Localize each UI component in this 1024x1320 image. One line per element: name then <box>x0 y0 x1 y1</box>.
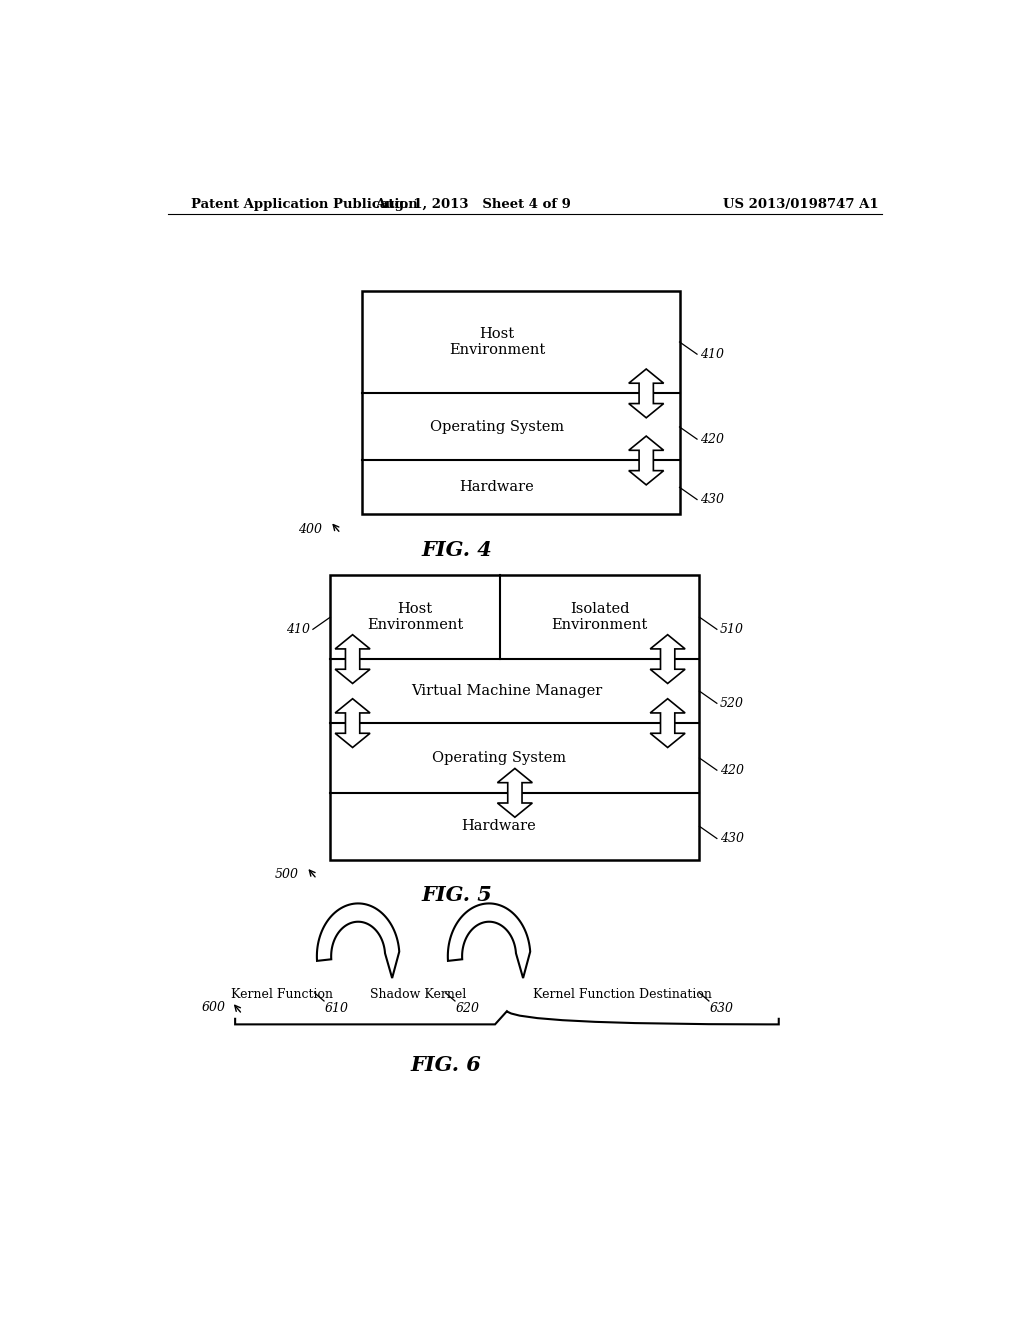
Text: 420: 420 <box>700 433 724 446</box>
Bar <box>331 576 699 859</box>
Polygon shape <box>335 698 370 747</box>
Text: Hardware: Hardware <box>462 820 537 833</box>
Text: Virtual Machine Manager: Virtual Machine Manager <box>412 684 602 698</box>
Polygon shape <box>629 370 664 418</box>
Text: 400: 400 <box>298 523 323 536</box>
Text: Isolated
Environment: Isolated Environment <box>552 602 648 632</box>
Text: FIG. 4: FIG. 4 <box>422 540 493 560</box>
Text: Shadow Kernel: Shadow Kernel <box>370 987 466 1001</box>
Text: Operating System: Operating System <box>430 420 564 434</box>
Text: Patent Application Publication: Patent Application Publication <box>191 198 418 211</box>
Text: 430: 430 <box>700 492 724 506</box>
Text: Aug. 1, 2013   Sheet 4 of 9: Aug. 1, 2013 Sheet 4 of 9 <box>375 198 571 211</box>
Text: 500: 500 <box>274 869 299 882</box>
Polygon shape <box>650 635 685 684</box>
Text: Hardware: Hardware <box>460 480 535 494</box>
Text: FIG. 5: FIG. 5 <box>422 886 493 906</box>
Text: 520: 520 <box>720 697 744 710</box>
Text: 610: 610 <box>325 1002 349 1015</box>
Text: Kernel Function Destination: Kernel Function Destination <box>532 987 712 1001</box>
Text: Operating System: Operating System <box>432 751 566 766</box>
Text: 510: 510 <box>720 623 744 636</box>
Text: 430: 430 <box>720 832 744 845</box>
Text: 600: 600 <box>202 1001 225 1014</box>
Text: Host
Environment: Host Environment <box>449 327 545 358</box>
Polygon shape <box>629 436 664 484</box>
Text: 410: 410 <box>286 623 309 636</box>
Text: US 2013/0198747 A1: US 2013/0198747 A1 <box>723 198 879 211</box>
Text: 410: 410 <box>700 347 724 360</box>
Text: 420: 420 <box>720 764 744 776</box>
Polygon shape <box>498 768 532 817</box>
Polygon shape <box>335 635 370 684</box>
Text: Host
Environment: Host Environment <box>368 602 464 632</box>
Polygon shape <box>447 903 530 978</box>
Text: 620: 620 <box>456 1002 480 1015</box>
Polygon shape <box>316 903 399 978</box>
Bar <box>362 290 680 515</box>
Text: Kernel Function: Kernel Function <box>231 987 333 1001</box>
Polygon shape <box>650 698 685 747</box>
Text: FIG. 6: FIG. 6 <box>410 1055 481 1074</box>
Text: 630: 630 <box>710 1002 734 1015</box>
